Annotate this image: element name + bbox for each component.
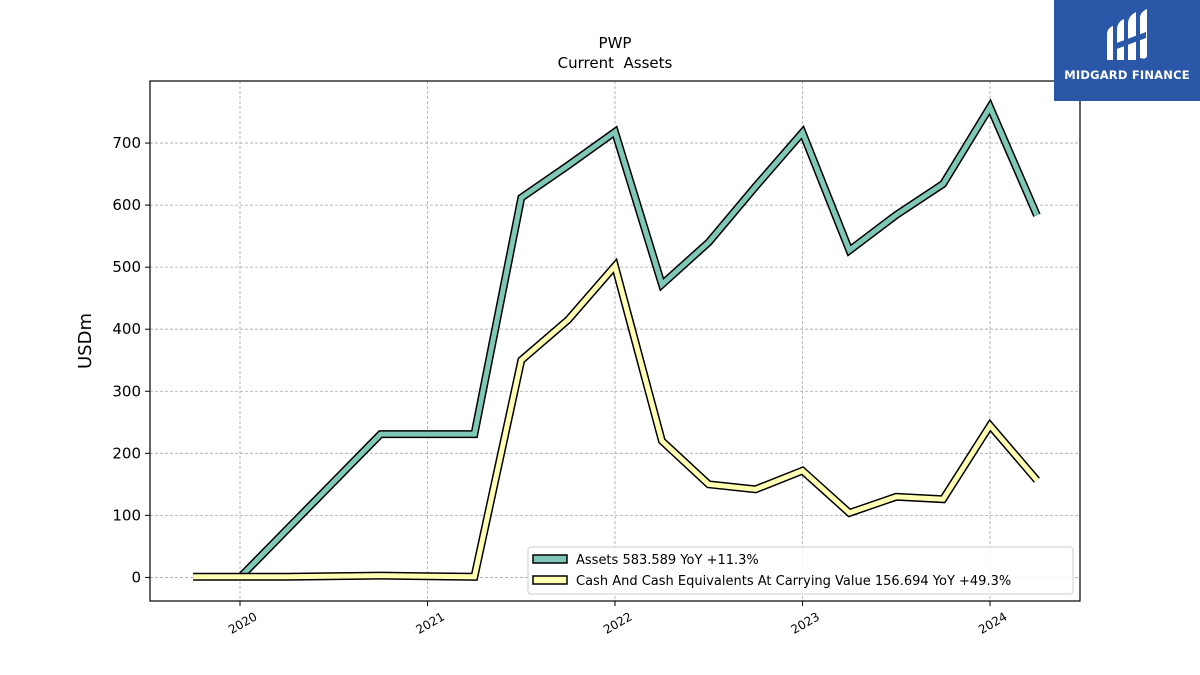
chart-subtitle: Current Assets	[558, 54, 673, 72]
logo-mark-icon	[1107, 9, 1147, 60]
series-line-1	[193, 260, 1039, 580]
legend: Assets 583.589 YoY +11.3% Cash And Cash E…	[527, 546, 1074, 595]
x-tick-label: 2024	[976, 609, 1009, 636]
y-tick-label: 300	[112, 382, 141, 400]
chart-title: PWP	[599, 34, 632, 52]
legend-box	[527, 546, 1074, 595]
x-tick-label: 2023	[789, 609, 822, 636]
y-tick-label: 700	[112, 134, 141, 152]
legend-swatch	[532, 575, 568, 585]
y-tick-label: 100	[112, 506, 141, 524]
x-tick-label: 2020	[226, 609, 259, 636]
legend-label: Cash And Cash Equivalents At Carrying Va…	[576, 574, 1011, 589]
y-tick-label: 500	[112, 258, 141, 276]
midgard-finance-logo: MIDGARD FINANCE	[1054, 0, 1200, 101]
y-tick-label: 400	[112, 320, 141, 338]
y-tick-label: 200	[112, 444, 141, 462]
y-tick-label: 0	[131, 568, 141, 586]
series-line-0	[238, 101, 1040, 580]
x-tick-label: 2022	[601, 609, 634, 636]
plot-area	[193, 98, 1041, 581]
y-axis-label: USDm	[75, 313, 96, 369]
legend-swatch	[532, 554, 568, 564]
logo-text: MIDGARD FINANCE	[1064, 68, 1190, 82]
legend-label: Assets 583.589 YoY +11.3%	[576, 553, 759, 568]
x-tick-label: 2021	[414, 609, 447, 636]
y-tick-label: 600	[112, 196, 141, 214]
